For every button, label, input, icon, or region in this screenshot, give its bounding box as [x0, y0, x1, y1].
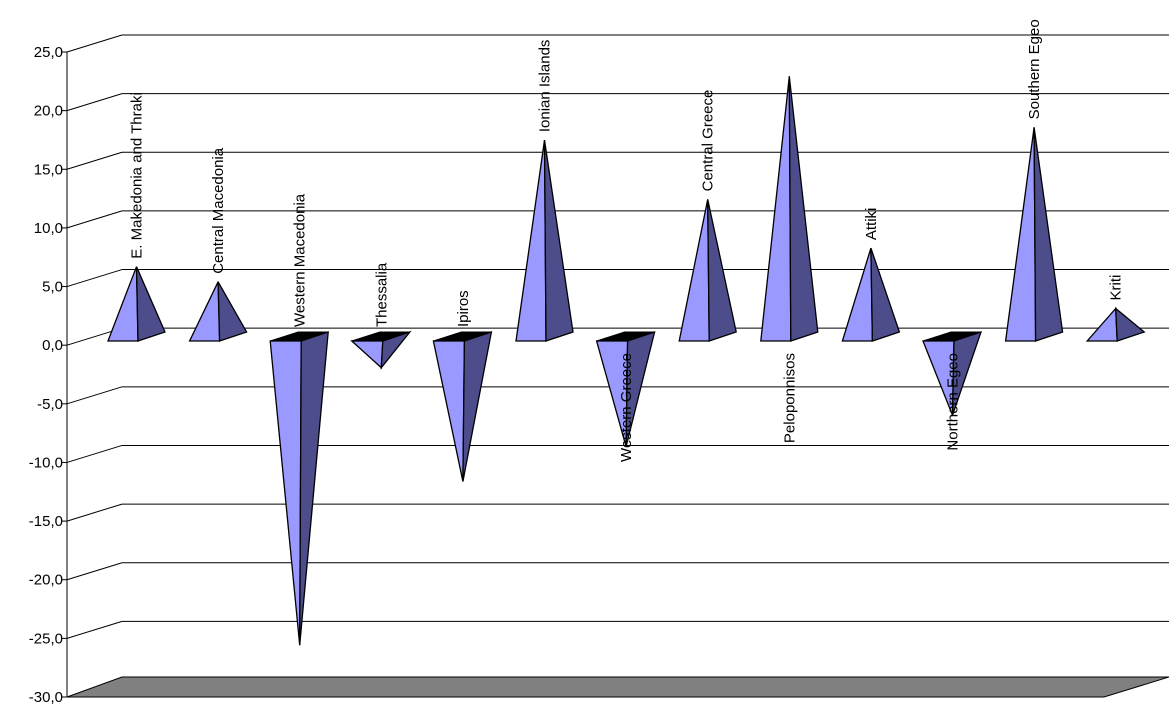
category-label: Southern Egeo	[1026, 19, 1043, 119]
y-tick-label: -20,0	[29, 572, 63, 589]
pyramid-bar	[841, 247, 901, 342]
y-tick-label: -10,0	[29, 454, 63, 471]
floor-plane	[66, 676, 1169, 698]
pyramid-bar	[515, 140, 574, 342]
y-tick-label: 25,0	[34, 44, 63, 61]
pyramid-bar	[269, 331, 329, 646]
grid-diagonal	[66, 562, 123, 581]
y-tick-label: -15,0	[29, 513, 63, 530]
grid-diagonal	[66, 210, 123, 229]
category-label: Kriti	[1108, 275, 1125, 301]
category-label: Ipiros	[455, 290, 472, 327]
pyramid-bar	[595, 331, 656, 447]
grid-diagonal	[66, 386, 123, 405]
pyramid-bar	[760, 76, 819, 342]
grid-diagonal	[66, 93, 123, 112]
category-label: Central Greece	[700, 90, 717, 192]
pyramid-bar	[1085, 306, 1146, 342]
y-tick-label: 5,0	[42, 279, 63, 296]
grid-diagonal	[66, 444, 123, 463]
pyramid-bar	[432, 331, 493, 482]
grid-diagonal	[66, 269, 123, 288]
category-label: Western Macedonia	[292, 193, 309, 327]
grid-diagonal	[66, 503, 123, 522]
y-tick-label: -25,0	[29, 630, 63, 647]
y-tick-label: 10,0	[34, 220, 63, 237]
pyramid-bar	[107, 266, 166, 342]
y-tick-label: 20,0	[34, 103, 63, 120]
category-labels: E. Makedonia and Thraki Central Macedonia…	[129, 19, 1125, 462]
y-axis: -30,0 -25,0 -20,0 -15,0 -10,0 -5,0 0,0 5,0 10,0 1…	[29, 44, 68, 706]
pyramid-bar	[350, 330, 412, 370]
category-label: Ionian Islands	[537, 40, 554, 133]
category-label: Thessalia	[373, 262, 390, 327]
y-tick-label: -30,0	[29, 689, 63, 706]
pyramid-bars	[107, 76, 1146, 646]
category-label: Peloponnisos	[781, 353, 798, 443]
chart-floor	[66, 676, 1169, 698]
pyramid-bar	[188, 281, 248, 342]
y-tick-label: 0,0	[42, 337, 63, 354]
y-tick-label: 15,0	[34, 161, 63, 178]
category-label: Central Macedonia	[210, 147, 227, 274]
category-label: Western Greece	[618, 353, 635, 462]
y-tick-label: -5,0	[37, 396, 63, 413]
category-label: Attiki	[863, 208, 880, 241]
category-label: Northern Egeo	[945, 353, 962, 451]
grid-diagonal	[66, 151, 123, 170]
grid-diagonal	[66, 620, 123, 639]
pyramid-bar	[678, 199, 737, 342]
pyramid-bar	[922, 330, 983, 416]
pyramid-bar	[1004, 127, 1064, 342]
category-label: E. Makedonia and Thraki	[129, 92, 146, 259]
grid-diagonal	[66, 34, 123, 53]
